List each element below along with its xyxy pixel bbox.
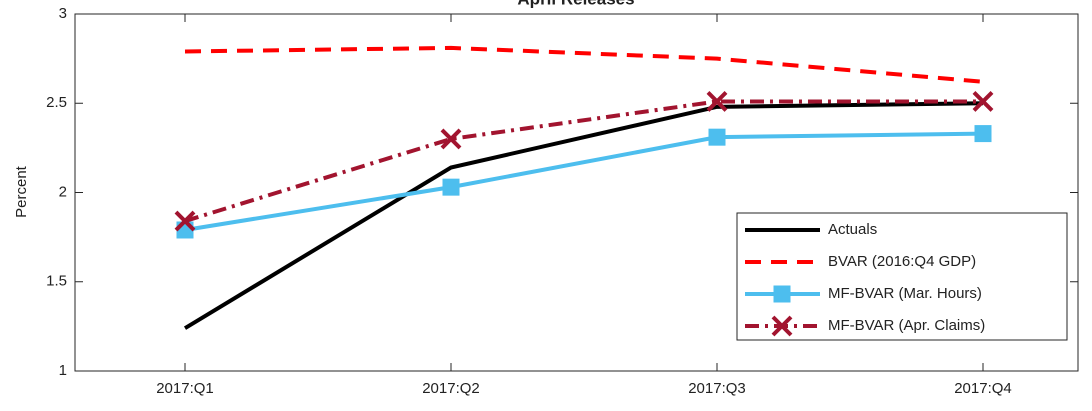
point-marker	[174, 210, 196, 232]
point-marker	[706, 91, 728, 112]
point-marker	[974, 125, 992, 143]
x-tick-label: 2017:Q4	[954, 380, 1012, 397]
legend-label: BVAR (2016:Q4 GDP)	[828, 253, 976, 270]
chart-title: April Releases	[517, 0, 634, 8]
point-marker	[972, 91, 994, 112]
point-marker	[708, 128, 726, 146]
y-tick-label: 2.5	[46, 94, 67, 111]
y-axis-label: Percent	[13, 165, 30, 218]
legend-label: MF-BVAR (Apr. Claims)	[828, 317, 985, 334]
point-marker	[773, 285, 791, 303]
series-line	[184, 99, 983, 223]
point-marker	[771, 315, 793, 337]
series-line	[184, 131, 984, 232]
point-marker	[442, 178, 460, 196]
legend-label: MF-BVAR (Mar. Hours)	[828, 285, 982, 302]
y-tick-label: 1	[59, 362, 67, 379]
y-tick-label: 1.5	[46, 273, 67, 290]
legend-label: Actuals	[828, 221, 877, 238]
legend-box	[736, 212, 1068, 341]
x-tick-label: 2017:Q1	[156, 380, 214, 397]
point-marker	[440, 128, 462, 150]
x-tick-label: 2017:Q2	[422, 380, 480, 397]
y-tick-label: 2	[59, 183, 67, 200]
series-line	[184, 45, 984, 84]
x-tick-label: 2017:Q3	[688, 380, 746, 397]
y-tick-label: 3	[59, 5, 67, 22]
series-line	[183, 101, 984, 330]
